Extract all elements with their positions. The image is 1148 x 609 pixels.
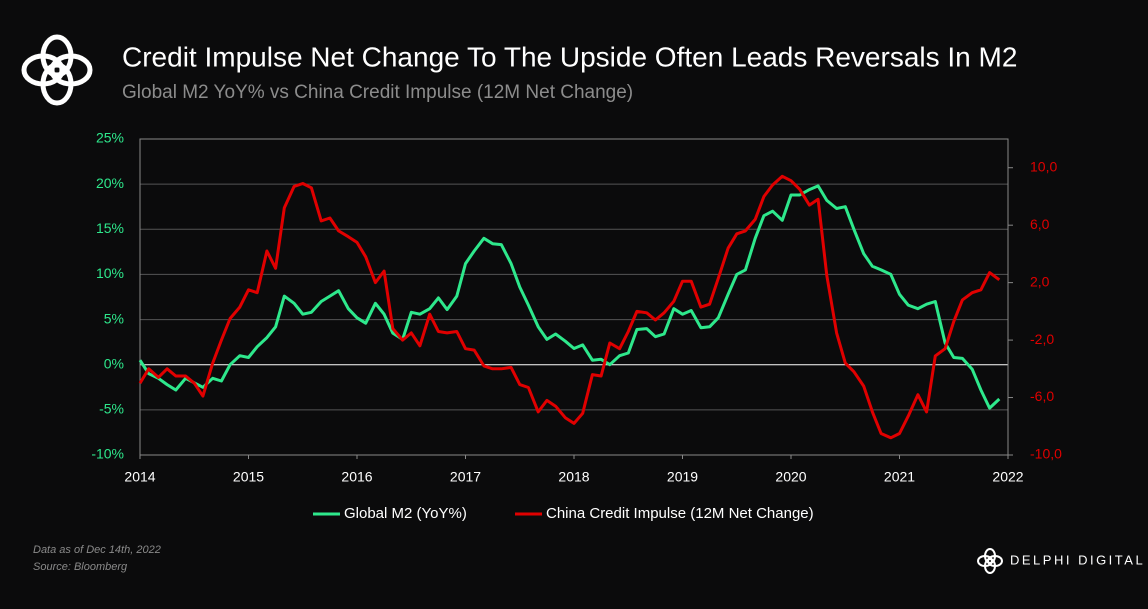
series-line xyxy=(138,184,1001,410)
y2-tick-label: 6,0 xyxy=(1030,216,1050,232)
brand-logo xyxy=(977,548,1003,574)
logo xyxy=(21,34,93,106)
y-tick-label: 20% xyxy=(96,175,124,191)
x-tick-label: 2020 xyxy=(775,469,806,485)
y-tick-label: -5% xyxy=(99,401,124,417)
x-tick-label: 2016 xyxy=(341,469,372,485)
x-tick-label: 2017 xyxy=(450,469,481,485)
y2-tick-label: -2,0 xyxy=(1030,331,1054,347)
y2-tick-label: -6,0 xyxy=(1030,388,1054,404)
y2-tick-label: 2,0 xyxy=(1030,273,1050,289)
x-tick-label: 2014 xyxy=(124,469,155,485)
y-tick-label: 25% xyxy=(96,130,124,146)
series-line xyxy=(138,174,1001,440)
x-tick-label: 2018 xyxy=(558,469,589,485)
y-tick-label: 10% xyxy=(96,265,124,281)
y-tick-label: 0% xyxy=(104,355,124,371)
brand: DELPHI DIGITAL xyxy=(1010,552,1145,567)
x-tick-label: 2019 xyxy=(667,469,698,485)
chart-title: Credit Impulse Net Change To The Upside … xyxy=(122,41,1017,72)
y2-tick-label: 10,0 xyxy=(1030,158,1057,174)
y2-tick-label: -10,0 xyxy=(1030,446,1062,462)
y-tick-label: 15% xyxy=(96,220,124,236)
plot-frame xyxy=(139,138,1009,456)
note: Data as of Dec 14th, 2022 xyxy=(33,544,161,556)
x-tick-label: 2015 xyxy=(233,469,264,485)
y-tick-label: -10% xyxy=(91,446,124,462)
chart-subtitle: Global M2 YoY% vs China Credit Impulse (… xyxy=(122,82,633,103)
y-tick-label: 5% xyxy=(104,310,124,326)
legend-label: China Credit Impulse (12M Net Change) xyxy=(546,505,814,522)
x-tick-label: 2022 xyxy=(992,469,1023,485)
legend-label: Global M2 (YoY%) xyxy=(344,505,467,522)
x-tick-label: 2021 xyxy=(884,469,915,485)
note: Source: Bloomberg xyxy=(33,561,128,573)
